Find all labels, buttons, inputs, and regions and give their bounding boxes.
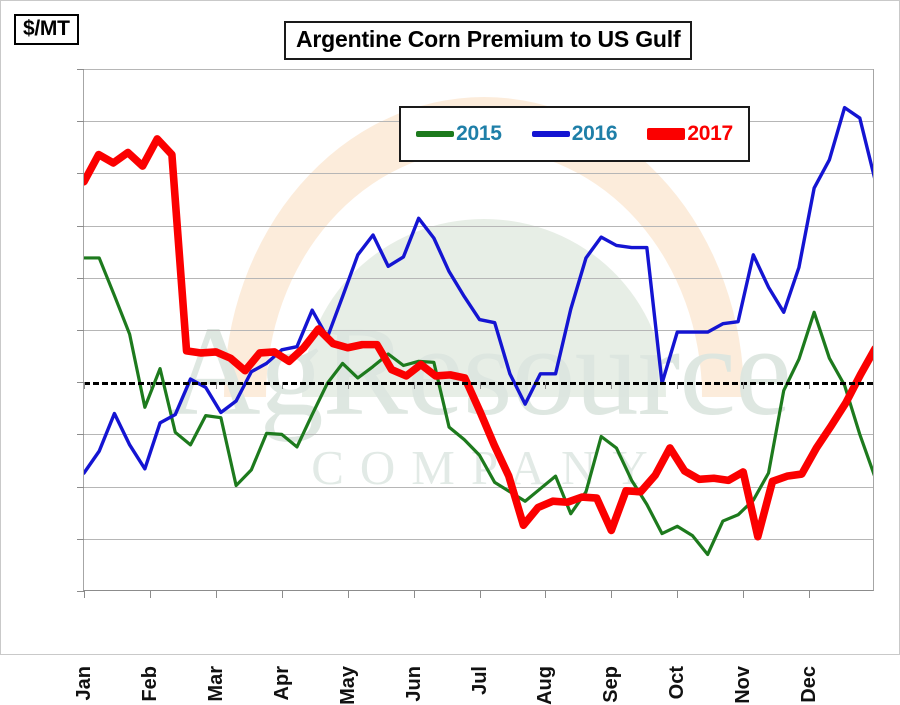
x-axis-tick	[479, 382, 481, 390]
x-axis-tick-bottom	[545, 591, 547, 598]
x-axis-tick-label: Nov	[732, 666, 755, 704]
x-axis-tick-bottom	[611, 591, 613, 598]
x-axis-tick-bottom	[743, 591, 745, 598]
y-axis-unit-label: $/MT	[14, 14, 79, 46]
y-axis-tick	[77, 173, 84, 175]
legend-swatch-2016	[531, 131, 570, 137]
chart-legend: 2015 2016 2017	[399, 106, 750, 162]
x-axis-tick-label: Jan	[73, 666, 95, 701]
x-axis-tick	[677, 382, 679, 390]
legend-label-2017: 2017	[687, 122, 733, 145]
x-axis-tick-label: Dec	[798, 666, 821, 703]
x-axis-tick-label: May	[336, 666, 359, 705]
x-axis-tick-bottom	[809, 591, 811, 598]
x-axis-tick	[281, 382, 283, 390]
x-axis-tick-label: Oct	[666, 666, 689, 700]
series-line-2017	[84, 135, 873, 541]
y-axis-tick	[77, 382, 84, 384]
legend-item-2015[interactable]: 2015	[416, 122, 502, 146]
x-axis-tick-label: Feb	[138, 666, 161, 702]
x-axis-tick-label: Mar	[204, 666, 227, 702]
legend-item-2017[interactable]: 2017	[647, 122, 733, 146]
series-line-2015	[84, 256, 873, 557]
x-axis-tick	[413, 382, 415, 390]
x-axis-tick-bottom	[84, 591, 85, 598]
x-axis-tick	[215, 382, 217, 390]
x-axis-tick-bottom	[347, 591, 349, 598]
x-axis-tick	[611, 382, 613, 390]
x-axis-tick-bottom	[413, 591, 415, 598]
y-axis-tick	[77, 434, 84, 436]
x-axis-tick-bottom	[215, 591, 217, 598]
y-axis-tick	[77, 225, 84, 227]
x-axis-tick	[347, 382, 349, 390]
y-axis-tick	[77, 591, 84, 592]
gridline	[84, 434, 873, 436]
x-axis-tick	[84, 382, 85, 390]
x-axis-tick	[545, 382, 547, 390]
legend-swatch-2017	[647, 128, 686, 140]
gridline	[84, 538, 873, 540]
x-axis-tick-bottom	[149, 591, 151, 598]
x-axis-tick-label: Sep	[600, 666, 623, 703]
legend-item-2016[interactable]: 2016	[531, 122, 618, 146]
zero-reference-line	[84, 382, 873, 386]
x-axis-tick-label: Jul	[468, 666, 491, 695]
legend-label-2016: 2016	[571, 122, 618, 145]
series-line-2016	[84, 105, 873, 475]
x-axis-tick-bottom	[281, 591, 283, 598]
x-axis-tick-bottom	[479, 591, 481, 598]
x-axis-tick-bottom	[677, 591, 679, 598]
y-axis-tick	[77, 330, 84, 331]
y-axis-tick	[77, 121, 84, 123]
y-axis-tick	[77, 69, 84, 70]
y-axis-tick	[77, 486, 84, 488]
chart-title: Argentine Corn Premium to US Gulf	[284, 21, 693, 60]
x-axis-tick-label: Jun	[402, 666, 425, 702]
x-axis-tick	[743, 382, 745, 390]
x-axis-tick	[149, 382, 151, 390]
gridline	[84, 69, 873, 70]
y-axis-tick	[77, 277, 84, 279]
gridline	[84, 486, 873, 488]
legend-swatch-2015	[416, 131, 455, 137]
x-axis-tick-label: Apr	[270, 666, 293, 701]
legend-label-2015: 2015	[456, 122, 502, 145]
x-axis-tick	[809, 382, 811, 390]
x-axis-tick-label: Aug	[534, 666, 557, 705]
y-axis-tick	[77, 538, 84, 540]
